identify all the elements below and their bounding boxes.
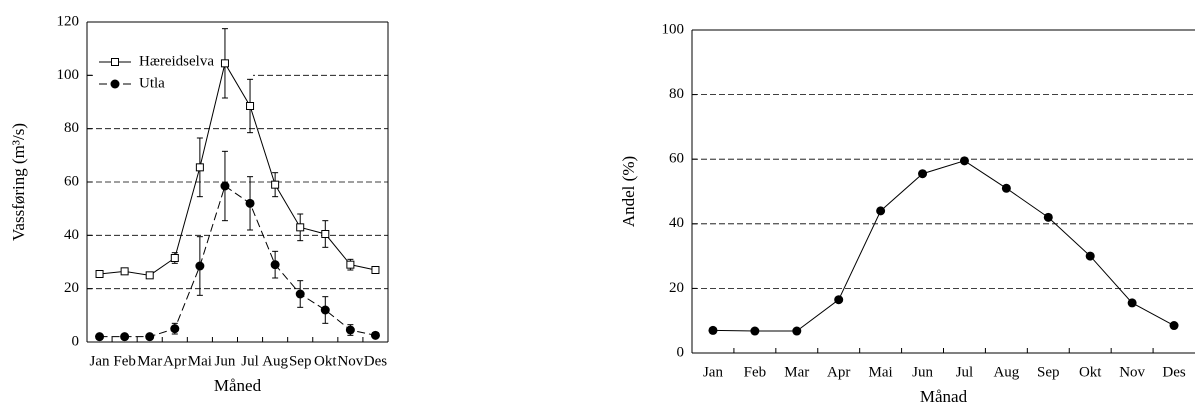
legend-label: Utla (139, 75, 165, 91)
x-tick-label: Nov (337, 353, 363, 369)
marker (145, 271, 154, 280)
marker (345, 325, 355, 335)
x-tick-label: Sep (1037, 364, 1060, 380)
marker (170, 324, 180, 334)
marker (220, 181, 230, 191)
y-tick-label: 80 (669, 86, 684, 102)
y-tick-label: 20 (64, 280, 79, 296)
x-tick-label: Jul (956, 364, 974, 380)
marker (111, 58, 119, 66)
marker (1169, 321, 1179, 331)
y-tick-label: 40 (669, 215, 684, 231)
x-tick-label: Okt (1079, 364, 1102, 380)
marker (270, 260, 280, 270)
marker (959, 156, 969, 166)
marker (792, 326, 802, 336)
y-tick-label: 20 (669, 280, 684, 296)
x-tick-label: Apr (163, 353, 186, 369)
x-tick-label: Feb (744, 364, 767, 380)
marker (145, 332, 155, 342)
marker (170, 254, 179, 262)
marker (120, 267, 129, 276)
marker (370, 330, 380, 340)
x-tick-label: Jan (703, 364, 723, 380)
marker (834, 295, 844, 305)
marker (1085, 251, 1095, 261)
marker (918, 169, 928, 179)
marker (246, 102, 255, 110)
x-tick-label: Apr (827, 364, 850, 380)
marker (195, 163, 204, 172)
y-tick-label: 60 (669, 151, 684, 167)
marker (1001, 183, 1011, 193)
x-tick-label: Aug (993, 364, 1019, 380)
marker (110, 79, 120, 89)
marker (296, 223, 305, 232)
x-axis-label: Månad (920, 387, 968, 406)
x-tick-label: Mai (869, 364, 893, 380)
x-tick-label: Mai (188, 353, 212, 369)
series-line (99, 62, 376, 276)
y-axis-label: Andel (%) (619, 156, 638, 227)
x-tick-label: Feb (113, 353, 136, 369)
marker (245, 198, 255, 208)
marker (708, 325, 718, 335)
x-tick-label: Okt (314, 353, 337, 369)
x-tick-label: Des (364, 353, 387, 369)
series-line (712, 160, 1175, 332)
marker (95, 332, 105, 342)
y-tick-label: 100 (662, 21, 685, 37)
marker (371, 266, 380, 274)
y-tick-label: 0 (72, 333, 80, 349)
marker (1127, 298, 1137, 308)
marker (321, 230, 330, 238)
x-tick-label: Mar (137, 353, 162, 369)
x-tick-label: Aug (262, 353, 288, 369)
marker (220, 59, 229, 68)
legend-label: Hæreidselva (139, 53, 214, 69)
x-tick-label: Des (1162, 364, 1185, 380)
series-line (99, 185, 376, 338)
x-tick-label: Nov (1119, 364, 1145, 380)
y-tick-label: 80 (64, 120, 79, 136)
marker (750, 326, 760, 336)
y-axis-label: Vassføring (m³/s) (9, 123, 28, 241)
marker (346, 260, 355, 269)
x-tick-label: Mar (784, 364, 809, 380)
x-tick-label: Sep (289, 353, 312, 369)
marker (1043, 212, 1053, 222)
x-tick-label: Jun (215, 353, 236, 369)
marker (271, 180, 280, 189)
y-tick-label: 40 (64, 227, 79, 243)
x-axis-label: Måned (214, 376, 262, 395)
x-tick-label: Jan (90, 353, 110, 369)
y-tick-label: 0 (677, 344, 685, 360)
y-tick-label: 100 (57, 67, 80, 83)
y-tick-label: 120 (57, 13, 80, 29)
y-tick-label: 60 (64, 173, 79, 189)
legend-box (93, 48, 253, 100)
marker (120, 332, 130, 342)
marker (295, 289, 305, 299)
marker (876, 206, 886, 216)
marker (195, 261, 205, 271)
x-tick-label: Jul (241, 353, 259, 369)
marker (320, 305, 330, 315)
x-tick-label: Jun (912, 364, 933, 380)
marker (95, 270, 104, 278)
